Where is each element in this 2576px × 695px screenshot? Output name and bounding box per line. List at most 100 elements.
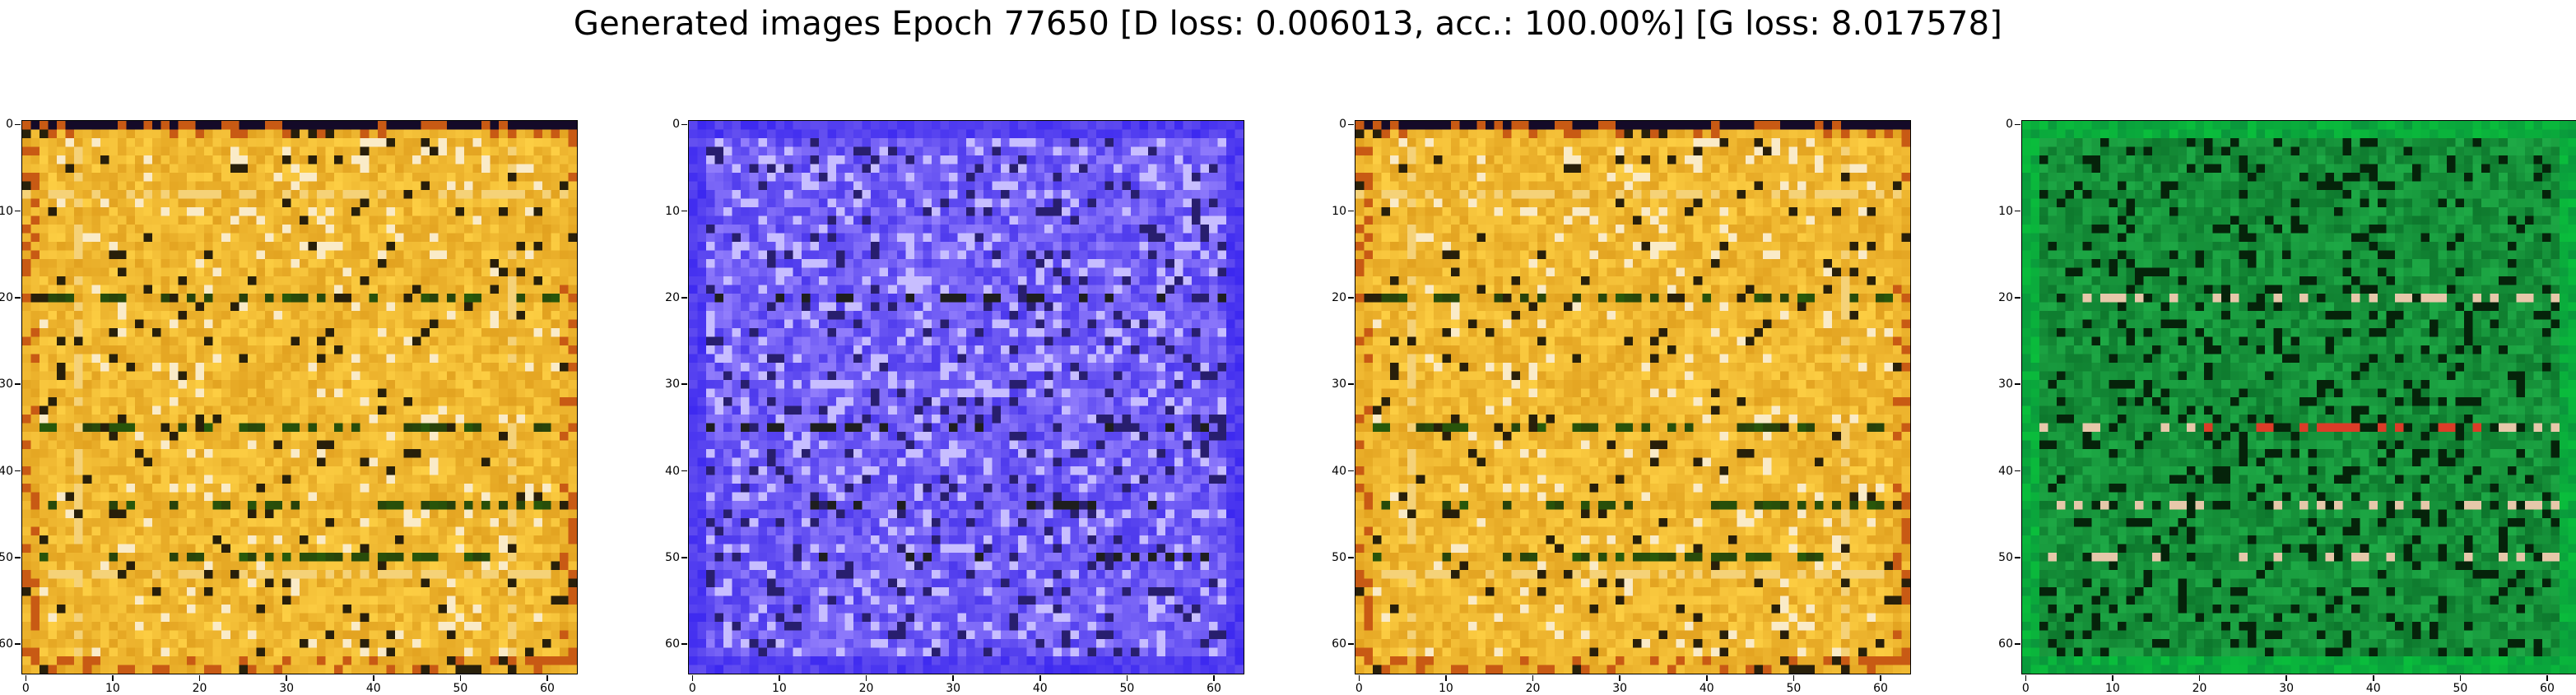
y-axis-tick [1348, 643, 1354, 645]
y-axis-tick [681, 123, 687, 126]
y-axis-tick-label: 50 [1998, 550, 2013, 564]
x-axis-tick-label: 0 [688, 682, 696, 695]
x-axis-tick [1880, 675, 1881, 681]
y-axis-tick-label: 60 [0, 637, 13, 651]
x-axis-tick [865, 675, 867, 681]
y-axis-tick [15, 210, 21, 212]
x-axis-tick [1213, 675, 1215, 681]
y-axis-tick-label: 10 [665, 204, 680, 218]
generated-image-panel-2: 0 10 20 30 40 50 60 0 10 20 30 40 50 60 [665, 118, 1244, 695]
y-axis-tick [2015, 123, 2020, 126]
y-axis-tick [1348, 383, 1354, 385]
x-axis-tick-label: 30 [279, 682, 295, 695]
y-axis-tick [2015, 297, 2020, 299]
x-axis-tick-label: 50 [2453, 682, 2468, 695]
x-axis-tick [112, 675, 114, 681]
y-axis-tick-label: 60 [665, 637, 680, 651]
x-axis-tick [2198, 675, 2201, 681]
generated-image-3 [1355, 120, 1911, 674]
x-axis-tick-label: 0 [2021, 682, 2030, 695]
x-axis-tick-label: 40 [1699, 682, 1714, 695]
x-axis-tick-label: 10 [2104, 682, 2120, 695]
y-axis-tick [2015, 470, 2020, 472]
x-axis-tick-label: 30 [1612, 682, 1628, 695]
generated-image-4 [2021, 120, 2576, 674]
y-axis-tick-label: 0 [672, 118, 680, 132]
x-axis-tick [1358, 675, 1360, 681]
y-axis-tick [2015, 210, 2020, 212]
y-axis-tick [1348, 123, 1354, 126]
y-axis-tick-label: 10 [1332, 204, 1346, 218]
x-axis-tick [2546, 675, 2548, 681]
y-axis-tick-label: 40 [1998, 464, 2013, 478]
x-axis-tick-label: 30 [2279, 682, 2295, 695]
y-axis-tick-label: 50 [665, 550, 680, 564]
x-axis-tick-label: 0 [1355, 682, 1363, 695]
x-axis-tick-label: 20 [192, 682, 207, 695]
y-axis-tick-label: 0 [2006, 118, 2013, 132]
x-axis-tick-label: 20 [858, 682, 874, 695]
x-axis-tick [2112, 675, 2113, 681]
x-axis-tick-label: 10 [1438, 682, 1453, 695]
x-axis-tick [2285, 675, 2287, 681]
generated-image-panel-3: 0 10 20 30 40 50 60 0 10 20 30 40 50 60 [1332, 118, 1911, 695]
x-axis-tick [25, 675, 27, 681]
x-axis-tick-label: 30 [946, 682, 961, 695]
y-axis-tick-label: 50 [0, 550, 13, 564]
y-axis-tick-label: 40 [0, 464, 13, 478]
y-axis-tick-label: 40 [665, 464, 680, 478]
y-axis-tick-label: 30 [0, 378, 13, 392]
x-axis-tick [1532, 675, 1534, 681]
y-axis-tick [681, 557, 687, 558]
x-axis-tick [1445, 675, 1447, 681]
y-axis-tick [15, 643, 21, 645]
x-axis-tick [2025, 675, 2027, 681]
x-axis-tick-label: 40 [365, 682, 381, 695]
y-axis-tick-label: 40 [1332, 464, 1346, 478]
y-axis-tick-label: 10 [1998, 204, 2013, 218]
x-axis-tick-label: 40 [2365, 682, 2381, 695]
y-axis-tick-label: 20 [665, 290, 680, 304]
x-axis-tick [2373, 675, 2374, 681]
y-axis-tick [681, 643, 687, 645]
x-axis-tick-label: 0 [21, 682, 30, 695]
y-axis-tick [1348, 297, 1354, 299]
x-axis-tick-label: 60 [1207, 682, 1221, 695]
x-axis-tick [779, 675, 780, 681]
y-axis-tick-label: 60 [1998, 637, 2013, 651]
x-axis-tick [1793, 675, 1795, 681]
y-axis-tick-label: 30 [665, 378, 680, 392]
y-axis-tick-label: 0 [1339, 118, 1346, 132]
y-axis-tick-label: 30 [1998, 378, 2013, 392]
y-axis-tick [15, 557, 21, 558]
y-axis-tick-label: 50 [1332, 550, 1346, 564]
y-axis-tick [2015, 643, 2020, 645]
y-axis-tick-label: 0 [6, 118, 13, 132]
x-axis-tick [198, 675, 201, 681]
x-axis-tick-label: 10 [771, 682, 787, 695]
x-axis-tick-label: 50 [1786, 682, 1802, 695]
x-axis-tick-label: 50 [1119, 682, 1135, 695]
y-axis-tick [15, 470, 21, 472]
x-axis-tick [1126, 675, 1128, 681]
y-axis-tick [15, 297, 21, 299]
x-axis-tick-label: 60 [2540, 682, 2555, 695]
generated-image-panel-4: 0 10 20 30 40 50 60 0 10 20 30 40 50 60 [1998, 118, 2576, 695]
y-axis-tick-label: 20 [1998, 290, 2013, 304]
x-axis-tick [546, 675, 548, 681]
y-axis-tick [2015, 557, 2020, 558]
y-axis-tick-label: 20 [0, 290, 13, 304]
generated-image-2 [688, 120, 1244, 674]
y-axis-tick [2015, 383, 2020, 385]
y-axis-tick [681, 210, 687, 212]
y-axis-tick [681, 470, 687, 472]
y-axis-tick [1348, 210, 1354, 212]
generated-image-panel-1: 0 10 20 30 40 50 60 0 10 20 30 40 50 60 [0, 118, 578, 695]
y-axis-tick [1348, 557, 1354, 558]
x-axis-tick [1706, 675, 1708, 681]
y-axis-tick [15, 123, 21, 126]
y-axis-tick-label: 10 [0, 204, 13, 218]
x-axis-tick-label: 10 [105, 682, 120, 695]
x-axis-tick [1039, 675, 1041, 681]
x-axis-tick [286, 675, 287, 681]
